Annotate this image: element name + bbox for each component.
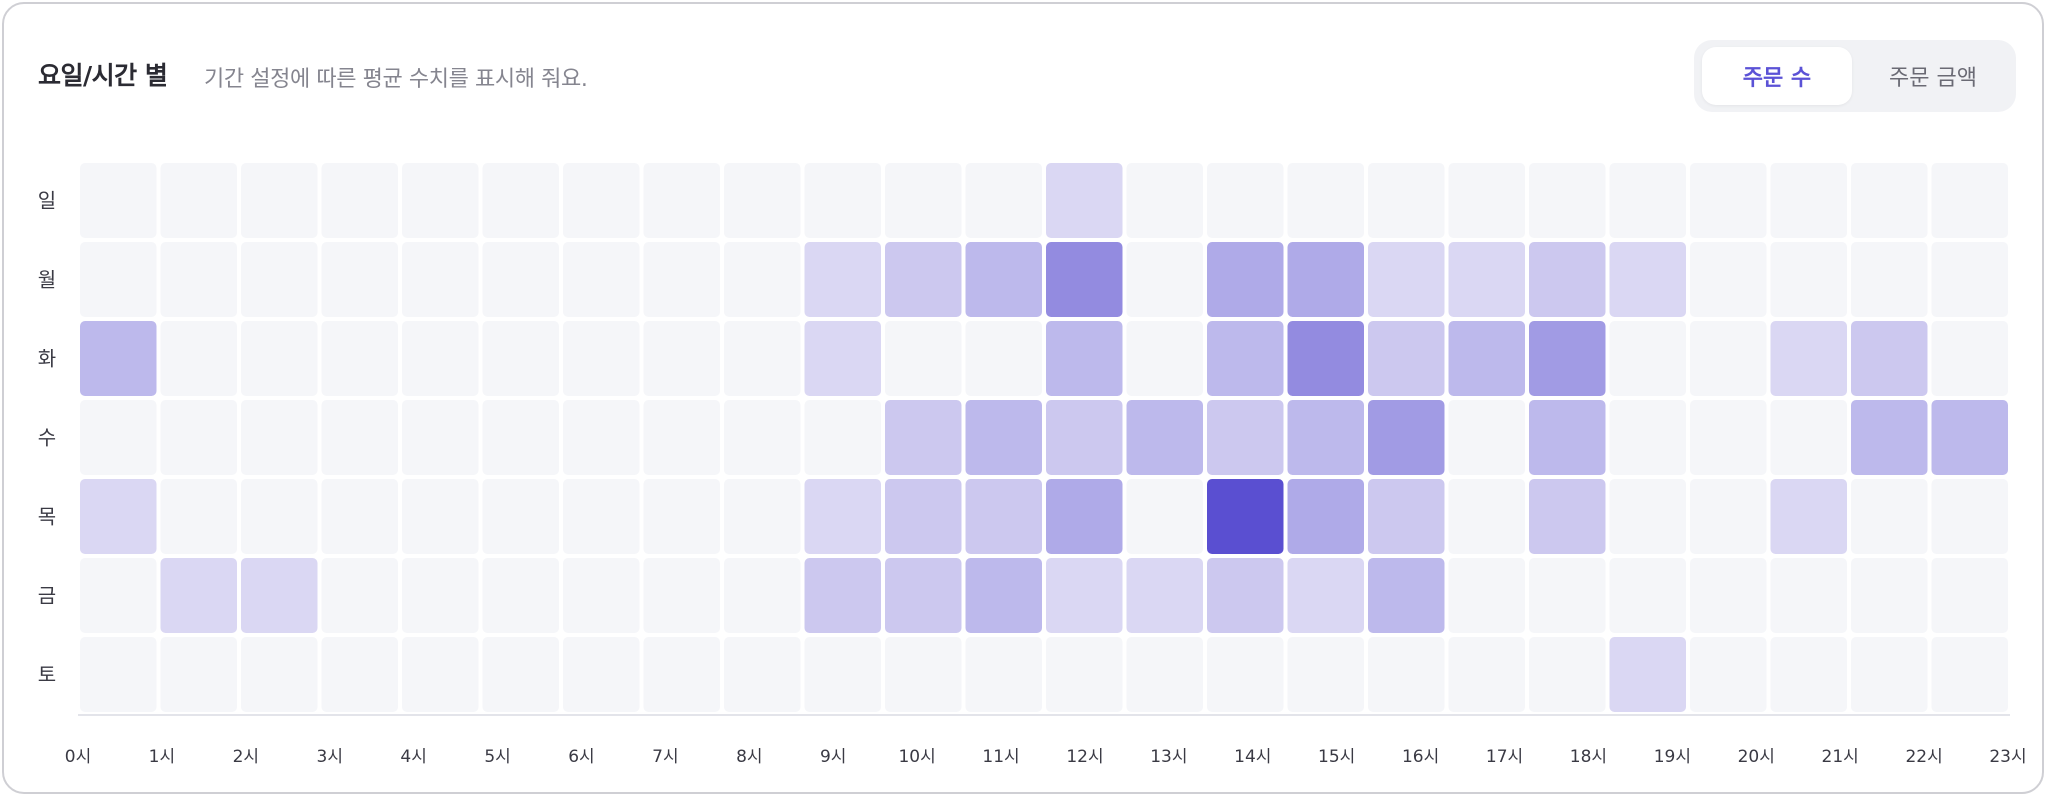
toggle-order-count-button[interactable]: 주문 수 bbox=[1702, 47, 1852, 105]
card-title: 요일/시간 별 bbox=[38, 61, 168, 90]
card-subtitle: 기간 설정에 따른 평균 수치를 표시해 줘요. bbox=[204, 67, 588, 92]
metric-toggle: 주문 수 주문 금액 bbox=[1694, 40, 2016, 112]
toggle-order-amount-button[interactable]: 주문 금액 bbox=[1858, 47, 2008, 105]
